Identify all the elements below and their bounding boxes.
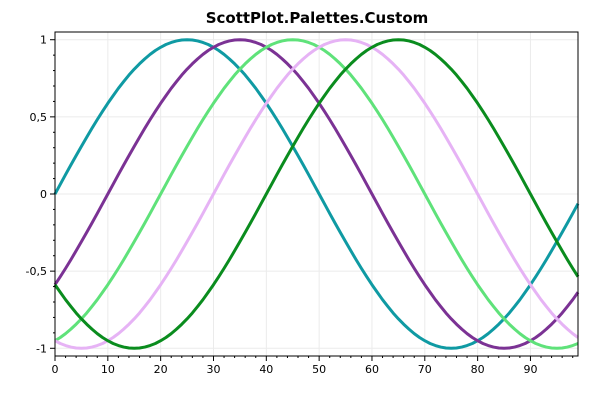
x-tick-label: 80 (471, 363, 485, 376)
y-tick-label: 0 (40, 188, 47, 201)
x-tick-label: 50 (312, 363, 326, 376)
y-tick-label: 0,5 (30, 111, 48, 124)
y-tick-label: 1 (40, 34, 47, 47)
x-tick-label: 10 (101, 363, 115, 376)
x-tick-label: 60 (365, 363, 379, 376)
axes: 0 10 20 30 40 50 60 70 80 90 1 0,5 0 -0,5 -1 (26, 34, 574, 376)
x-tick-label: 0 (52, 363, 59, 376)
grid-lines (54, 32, 578, 356)
y-tick-label: -0,5 (26, 265, 47, 278)
series-line-3 (54, 38, 579, 350)
x-tick-label: 90 (523, 363, 537, 376)
series-lines (53, 38, 580, 350)
series-line-5 (53, 38, 580, 350)
series-line-1 (53, 38, 580, 350)
chart-title: ScottPlot.Palettes.Custom (206, 9, 429, 27)
x-tick-label: 20 (154, 363, 168, 376)
series-line-2 (53, 38, 580, 350)
x-tick-label: 70 (418, 363, 432, 376)
series-line-4 (54, 38, 579, 350)
x-tick-label: 30 (206, 363, 220, 376)
y-tick-label: -1 (36, 342, 47, 355)
x-tick-label: 40 (259, 363, 273, 376)
